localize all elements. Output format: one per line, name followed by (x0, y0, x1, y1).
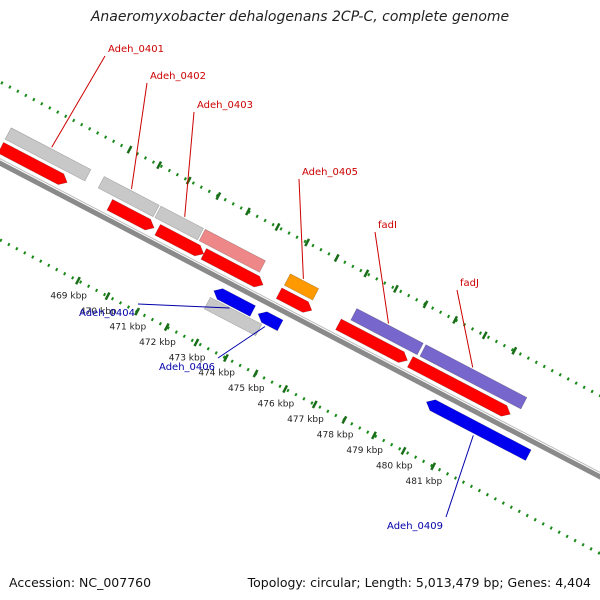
tick-label: 469 kbp (50, 291, 87, 301)
tick-mark (341, 415, 348, 425)
gene-block-pink-0403 (198, 228, 266, 273)
leader-line (456, 289, 474, 368)
gene-block-purple-fadJ (419, 344, 528, 410)
cds-reverse-0409 (425, 399, 532, 461)
tick-label: 470 kbp (80, 307, 117, 317)
outer-tick-mark (481, 331, 488, 340)
gene-block-purple-fadI (350, 308, 424, 356)
tick-label: 481 kbp (406, 477, 443, 487)
gene-label: Adeh_0401 (108, 44, 164, 55)
gene-label: fadI (378, 220, 397, 231)
backbone-ring (0, 158, 600, 480)
tick-label: 480 kbp (376, 462, 413, 472)
gene-label: Adeh_0406 (159, 362, 215, 373)
tick-mark (400, 446, 407, 455)
gene-label: Adeh_0409 (387, 521, 443, 532)
tick-label: 475 kbp (228, 384, 265, 394)
tick-mark (430, 462, 437, 471)
leader-line (374, 231, 389, 324)
tick-label: 472 kbp (139, 338, 176, 348)
tick-mark (222, 353, 229, 363)
tick-label: 477 kbp (287, 415, 324, 425)
tick-label: 473 kbp (169, 353, 206, 363)
leader-line (445, 435, 474, 518)
cds-forward-0403a (154, 223, 205, 257)
leader-line (131, 82, 148, 190)
leader-line (217, 326, 266, 359)
cds-reverse-0406 (257, 311, 284, 332)
gene-block-orange-0405 (283, 273, 320, 301)
tick-mark (75, 276, 81, 285)
tick-mark (282, 384, 289, 394)
gene-label: Adeh_0402 (150, 71, 206, 82)
gene-label: Adeh_0403 (197, 100, 253, 111)
tick-mark (134, 307, 141, 316)
gene-block-grey-0403a (154, 205, 204, 241)
gene-label: fadJ (460, 278, 479, 289)
backbone-line (0, 160, 600, 480)
tick-mark (193, 338, 200, 347)
inner-ring-dots (0, 238, 600, 556)
leader-line (184, 111, 195, 217)
cds-forward-fadI (335, 318, 408, 363)
outer-tick-mark (392, 284, 399, 294)
gene-label: Adeh_0404 (79, 308, 135, 319)
cds-reverse-0404 (213, 288, 256, 317)
leader-line (137, 303, 230, 309)
leader-line (298, 178, 304, 279)
backbone-highlight (0, 158, 600, 473)
gene-label: Adeh_0405 (302, 167, 358, 178)
tick-label: 479 kbp (346, 446, 383, 456)
outer-tick-mark (156, 160, 163, 170)
cds-forward-0402 (106, 198, 155, 231)
tick-mark (252, 369, 259, 378)
gene-block-grey-0401a (4, 127, 92, 182)
label-layer: Adeh_0401 Adeh_0402 Adeh_0403 Adeh_0405 fadI… (51, 44, 479, 532)
outer-tick-mark (274, 222, 281, 232)
outer-tick-mark (363, 269, 370, 278)
tick-label: 476 kbp (258, 400, 295, 410)
tick-mark (370, 431, 377, 440)
outer-tick-mark (511, 346, 518, 355)
tick-mark (163, 322, 170, 332)
outer-tick-mark (333, 253, 340, 263)
gene-block-grey-0404 (203, 296, 263, 337)
outer-tick-mark (126, 145, 133, 154)
leader-line (51, 55, 106, 148)
outer-tick-mark (215, 191, 222, 201)
cds-forward-0405 (275, 287, 313, 313)
cds-forward-0403 (200, 248, 264, 288)
cds-forward-fadJ (406, 356, 511, 417)
map-title: Anaeromyxobacter dehalogenans 2CP-C, com… (90, 9, 510, 25)
feature-layer (0, 127, 532, 461)
cds-forward-0401 (0, 141, 68, 185)
tick-label: 471 kbp (110, 322, 147, 332)
outer-tick-mark (422, 300, 429, 309)
tick-label: 478 kbp (317, 431, 354, 441)
accession-label: Accession: NC_007760 (9, 575, 152, 590)
tick-layer: 469 kbp 470 kbp 471 kbp 472 kbp 473 kbp 474 k… (50, 145, 518, 487)
tick-label: 474 kbp (198, 369, 235, 379)
tick-mark (104, 292, 111, 301)
tick-mark (311, 400, 318, 409)
gene-block-grey-0402 (97, 176, 160, 218)
outer-tick-mark (304, 238, 311, 247)
outer-tick-mark (452, 315, 459, 324)
genome-summary: Topology: circular; Length: 5,013,479 bp… (247, 575, 591, 590)
outer-tick-mark (244, 207, 251, 216)
